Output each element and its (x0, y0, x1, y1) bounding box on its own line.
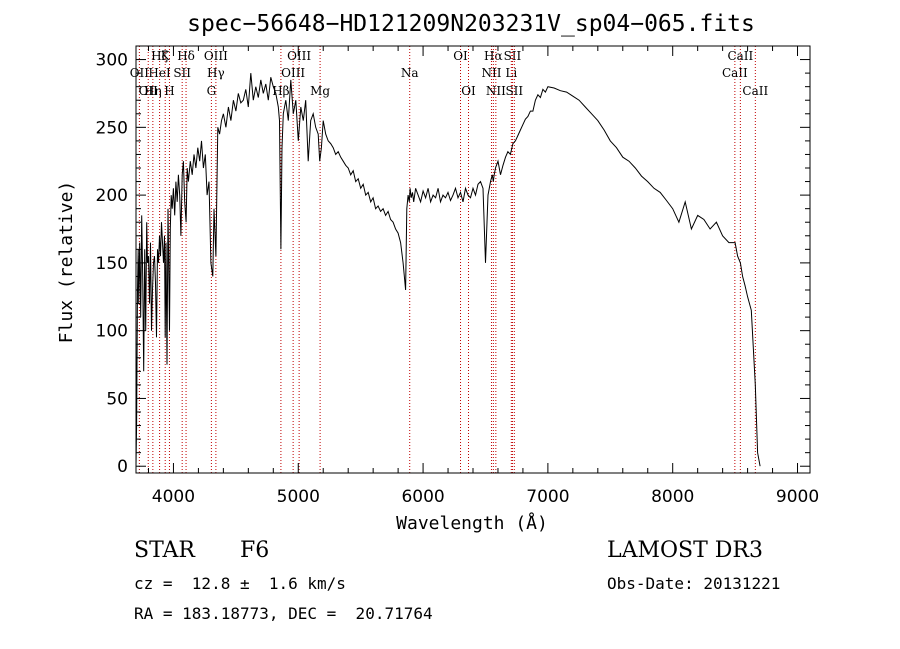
x-tick-label: 7000 (526, 487, 569, 507)
x-axis-label: Wavelength (Å) (396, 512, 548, 534)
line-marker-label: NII (486, 84, 506, 98)
survey-name: LAMOST DR3 (607, 538, 763, 563)
line-marker-label: SII (173, 66, 191, 80)
x-tick-label: 5000 (277, 487, 320, 507)
line-marker-label: OIII (204, 49, 228, 63)
line-marker-label: NII (481, 66, 501, 80)
object-class: STAR (134, 538, 195, 563)
line-marker-label: OI (453, 49, 468, 63)
line-marker-label: HeI (148, 66, 171, 80)
line-marker-label: G (207, 84, 217, 98)
axis-ticks: 4000 5000 6000 7000 8000 9000 0 50 100 150 200 250 3… (96, 45, 819, 507)
x-tick-label: 8000 (651, 487, 694, 507)
line-marker-label: Hβ (272, 84, 289, 98)
line-marker-label: CaII (727, 49, 753, 63)
line-marker-label: SII (504, 49, 522, 63)
coordinates: RA = 183.18773, DEC = 20.71764 (134, 604, 433, 623)
spectrum-line (135, 73, 761, 467)
line-marker-label: Hη (144, 84, 162, 98)
y-tick-label: 300 (96, 51, 128, 71)
line-marker-label: K (161, 49, 171, 63)
line-marker-label: Hα (484, 49, 503, 63)
x-tick-label: 9000 (776, 487, 819, 507)
plot-frame (135, 45, 811, 474)
obs-date: Obs-Date: 20131221 (607, 574, 781, 593)
object-subclass: F6 (240, 538, 270, 563)
line-marker-label: SII (505, 84, 523, 98)
y-axis-label: Flux (relative) (56, 181, 77, 344)
line-marker-label: CaII (722, 66, 748, 80)
chart-title: spec−56648−HD121209N203231V_sp04−065.fit… (187, 11, 755, 37)
line-marker-label: Na (401, 66, 419, 80)
line-marker-label: OIII (287, 49, 311, 63)
y-tick-label: 150 (96, 254, 128, 274)
y-tick-label: 200 (96, 186, 128, 206)
y-tick-label: 0 (117, 457, 128, 477)
line-marker-label: OIII (281, 66, 305, 80)
y-tick-label: 250 (96, 118, 128, 138)
line-marker-label: OI (461, 84, 476, 98)
line-marker-label: H (164, 84, 174, 98)
y-tick-label: 50 (106, 389, 128, 409)
line-marker-label: Hγ (207, 66, 225, 80)
x-tick-label: 6000 (401, 487, 444, 507)
line-marker-label: Mg (310, 84, 330, 98)
line-marker-label: Hζ (151, 49, 168, 63)
line-marker-label: Li (505, 66, 517, 80)
line-marker-label: Hδ (177, 49, 195, 63)
line-marker-label: CaII (742, 84, 768, 98)
line-markers: OIIOIIHηHζHeIKHSIIHδGOIIIHγHβOIIIOIIIMgN… (130, 46, 768, 473)
x-tick-label: 4000 (152, 487, 195, 507)
redshift-value: cz = 12.8 ± 1.6 km/s (134, 574, 346, 593)
y-tick-label: 100 (96, 322, 128, 342)
